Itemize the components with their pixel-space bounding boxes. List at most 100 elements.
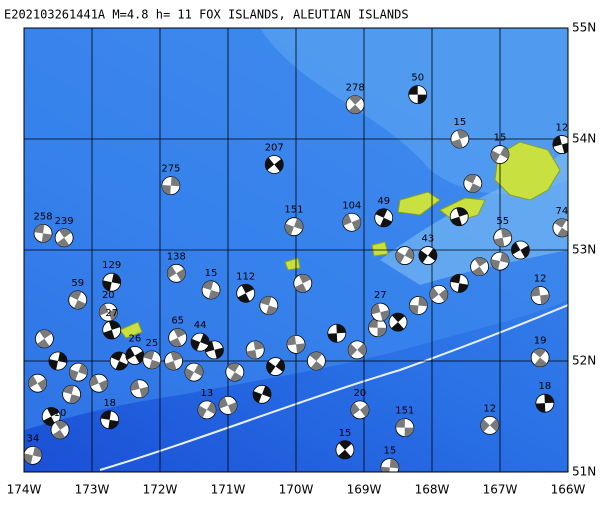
depth-label: 44 xyxy=(194,320,207,331)
ball-quadrant xyxy=(24,453,33,465)
depth-label: 26 xyxy=(128,333,141,344)
ball-quadrant xyxy=(408,85,418,95)
ball-quadrant xyxy=(456,207,468,217)
focal-mechanism xyxy=(48,351,68,371)
ball-quadrant xyxy=(534,357,548,367)
focal-mechanism xyxy=(236,283,256,303)
ball-quadrant xyxy=(99,303,109,316)
depth-label: 207 xyxy=(265,143,284,154)
ball-quadrant xyxy=(143,350,155,360)
ball-quadrant xyxy=(540,294,550,305)
depth-label: 151 xyxy=(395,406,414,417)
ball-quadrant xyxy=(219,397,228,409)
focal-mechanism xyxy=(161,176,181,196)
ball-quadrant xyxy=(338,449,351,459)
ball-quadrant xyxy=(554,218,567,228)
ball-quadrant xyxy=(480,419,490,432)
ball-quadrant xyxy=(161,184,171,195)
ball-quadrant xyxy=(230,372,243,382)
focal-mechanism xyxy=(535,393,555,413)
ball-quadrant xyxy=(197,405,207,418)
focal-mechanism xyxy=(100,410,120,430)
ball-quadrant xyxy=(391,322,405,332)
depth-label: 34 xyxy=(26,433,39,444)
ball-quadrant xyxy=(275,359,285,372)
ball-quadrant xyxy=(228,402,237,414)
focal-mechanism xyxy=(342,212,362,232)
ball-quadrant xyxy=(170,176,180,187)
focal-mechanism xyxy=(264,155,284,174)
ball-quadrant xyxy=(134,350,144,364)
focal-mechanism xyxy=(449,273,469,293)
ball-quadrant xyxy=(39,329,52,339)
ball-quadrant xyxy=(110,351,123,361)
ball-quadrant xyxy=(489,418,499,432)
ball-quadrant xyxy=(500,252,509,264)
ball-quadrant xyxy=(241,284,254,294)
focal-mechanism xyxy=(33,223,53,243)
ball-quadrant xyxy=(170,352,183,361)
ball-quadrant xyxy=(43,416,56,426)
island xyxy=(371,241,389,257)
ball-quadrant xyxy=(262,385,271,398)
island xyxy=(119,321,143,339)
axis-labels: 174W 173W 172W 171W 170W 169W 168W 167W 166W 51N 5… xyxy=(7,21,597,497)
ball-quadrant xyxy=(377,327,387,337)
ball-quadrant xyxy=(451,139,463,149)
ball-quadrant xyxy=(253,391,262,403)
depth-label: 129 xyxy=(102,260,121,271)
ball-quadrant xyxy=(296,343,306,354)
ball-quadrant xyxy=(246,349,257,359)
focal-mechanism xyxy=(552,135,568,154)
ball-quadrant xyxy=(108,419,119,429)
x-tick-label: 170W xyxy=(279,483,314,497)
depth-label: 65 xyxy=(171,316,184,327)
focal-mechanism xyxy=(293,273,313,293)
ball-quadrant xyxy=(348,104,362,114)
depth-label: 15 xyxy=(383,446,396,457)
depth-label: 12 xyxy=(483,403,496,414)
ball-quadrant xyxy=(167,265,177,278)
y-tick-label: 51N xyxy=(572,465,596,479)
ball-quadrant xyxy=(368,318,378,328)
ball-quadrant xyxy=(501,228,512,238)
ball-quadrant xyxy=(511,242,521,255)
focal-mechanism xyxy=(408,85,428,104)
ball-quadrant xyxy=(41,233,52,243)
focal-mechanism xyxy=(347,340,367,360)
focal-mechanism xyxy=(50,420,70,440)
ball-quadrant xyxy=(327,333,338,343)
focal-mechanism xyxy=(204,340,224,360)
focal-mechanism xyxy=(218,395,238,415)
ball-quadrant xyxy=(52,429,66,439)
ball-quadrant xyxy=(427,248,437,261)
ball-quadrant xyxy=(380,217,392,227)
ball-quadrant xyxy=(493,237,505,247)
focal-mechanism xyxy=(335,440,355,460)
depth-label: 59 xyxy=(71,278,84,289)
ball-quadrant xyxy=(438,288,448,302)
focal-mechanism xyxy=(395,418,415,438)
ball-quadrant xyxy=(298,274,311,284)
ball-quadrant xyxy=(380,466,390,472)
depth-label: 112 xyxy=(236,271,255,282)
ball-quadrant xyxy=(359,404,369,417)
focal-mechanism xyxy=(197,400,217,420)
ball-quadrant xyxy=(98,379,108,392)
focal-mechanism xyxy=(168,328,188,348)
ball-quadrant xyxy=(37,338,50,348)
focal-mechanism xyxy=(368,318,388,338)
focal-mechanism xyxy=(327,323,347,343)
ball-quadrant xyxy=(389,458,399,469)
ball-quadrant xyxy=(108,320,121,330)
focal-mechanism xyxy=(552,218,568,238)
ball-quadrant xyxy=(73,299,86,309)
ball-quadrant xyxy=(450,216,462,226)
ball-quadrant xyxy=(395,418,405,428)
ball-quadrant xyxy=(237,293,250,303)
ball-quadrant xyxy=(100,410,112,420)
depth-label: 27 xyxy=(374,290,387,301)
ball-quadrant xyxy=(294,283,307,293)
focal-mechanism xyxy=(530,348,550,368)
